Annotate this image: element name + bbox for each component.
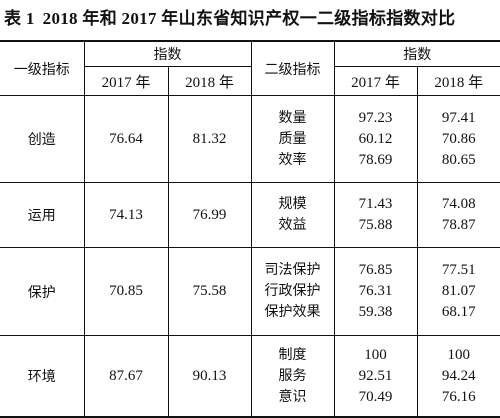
level2-name-cell-line: 司法保护 bbox=[252, 260, 334, 281]
level2-name-cell-line: 制度 bbox=[252, 345, 334, 366]
level2-name-cell-line: 保护效果 bbox=[252, 302, 334, 323]
level1-2017-cell: 74.13 bbox=[84, 183, 168, 248]
header-index-left: 指数 bbox=[84, 41, 251, 67]
level2-2017-cell-line: 60.12 bbox=[335, 129, 417, 150]
index-comparison-table: 一级指标 指数 二级指标 指数 2017 年 2018 年 2017 年 201… bbox=[0, 40, 500, 418]
level2-2018-cell-line: 80.65 bbox=[418, 150, 500, 171]
level2-name-cell-line: 效益 bbox=[252, 215, 334, 236]
level1-2017-cell: 70.85 bbox=[84, 248, 168, 336]
level2-2018-cell-line: 76.16 bbox=[418, 387, 500, 408]
header-level2: 二级指标 bbox=[251, 41, 334, 96]
level2-2018-cell-line: 78.87 bbox=[418, 215, 500, 236]
header-2017-right: 2017 年 bbox=[334, 67, 417, 96]
level2-name-cell-line: 质量 bbox=[252, 129, 334, 150]
table-number: 表 1 bbox=[4, 9, 35, 28]
level2-name-cell: 司法保护行政保护保护效果 bbox=[251, 248, 334, 336]
header-level1: 一级指标 bbox=[0, 41, 84, 96]
header-2018-left: 2018 年 bbox=[168, 67, 251, 96]
table-caption: 2018 年和 2017 年山东省知识产权一二级指标指数对比 bbox=[43, 9, 456, 28]
level2-name-cell-line: 数量 bbox=[252, 108, 334, 129]
level2-2017-cell-line: 78.69 bbox=[335, 150, 417, 171]
level2-2018-cell-line: 81.07 bbox=[418, 281, 500, 302]
header-index-right: 指数 bbox=[334, 41, 500, 67]
level2-2018-cell-line: 77.51 bbox=[418, 260, 500, 281]
table-title: 表 1 2018 年和 2017 年山东省知识产权一二级指标指数对比 bbox=[4, 4, 455, 26]
level2-2018-cell-line: 74.08 bbox=[418, 194, 500, 215]
level2-2017-cell-line: 76.85 bbox=[335, 260, 417, 281]
level1-2018-cell: 76.99 bbox=[168, 183, 251, 248]
header-2017-left: 2017 年 bbox=[84, 67, 168, 96]
level1-name-cell: 保护 bbox=[0, 248, 84, 336]
level2-name-cell: 数量质量效率 bbox=[251, 96, 334, 183]
level2-name-cell: 制度服务意识 bbox=[251, 336, 334, 418]
level2-2017-cell-line: 92.51 bbox=[335, 366, 417, 387]
level2-name-cell-line: 行政保护 bbox=[252, 281, 334, 302]
level2-name-cell-line: 规模 bbox=[252, 194, 334, 215]
level1-2018-cell: 81.32 bbox=[168, 96, 251, 183]
level1-2017-cell: 76.64 bbox=[84, 96, 168, 183]
level1-name-cell: 环境 bbox=[0, 336, 84, 418]
level2-2017-cell-line: 100 bbox=[335, 345, 417, 366]
level1-name-cell: 运用 bbox=[0, 183, 84, 248]
header-2018-right: 2018 年 bbox=[417, 67, 500, 96]
level1-name-cell: 创造 bbox=[0, 96, 84, 183]
level2-2017-cell-line: 71.43 bbox=[335, 194, 417, 215]
level2-2018-cell-line: 97.41 bbox=[418, 108, 500, 129]
level2-name-cell: 规模效益 bbox=[251, 183, 334, 248]
level2-name-cell-line: 效率 bbox=[252, 150, 334, 171]
level2-2018-cell-line: 94.24 bbox=[418, 366, 500, 387]
level2-name-cell-line: 意识 bbox=[252, 387, 334, 408]
level2-2017-cell-line: 97.23 bbox=[335, 108, 417, 129]
header-row-1: 一级指标 指数 二级指标 指数 bbox=[0, 41, 500, 67]
level2-2018-cell-line: 70.86 bbox=[418, 129, 500, 150]
level1-2018-cell: 75.58 bbox=[168, 248, 251, 336]
level2-2018-cell-line: 68.17 bbox=[418, 302, 500, 323]
level2-2017-cell-line: 75.88 bbox=[335, 215, 417, 236]
level1-2018-cell: 90.13 bbox=[168, 336, 251, 418]
level2-2017-cell-line: 70.49 bbox=[335, 387, 417, 408]
level2-2017-cell-line: 59.38 bbox=[335, 302, 417, 323]
level1-2017-cell: 87.67 bbox=[84, 336, 168, 418]
level2-2017-cell-line: 76.31 bbox=[335, 281, 417, 302]
level2-2018-cell-line: 100 bbox=[418, 345, 500, 366]
level2-name-cell-line: 服务 bbox=[252, 366, 334, 387]
